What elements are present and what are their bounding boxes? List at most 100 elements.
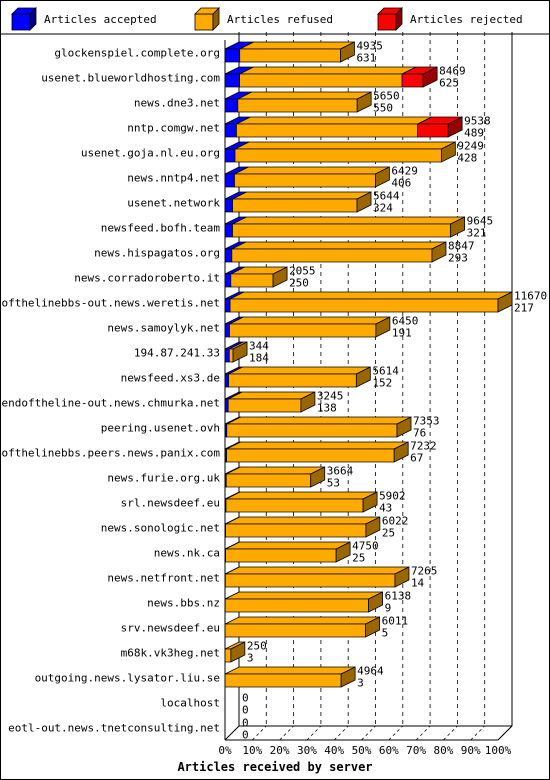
bar-top bbox=[232, 191, 372, 200]
bar-top bbox=[237, 91, 372, 100]
bar-front bbox=[224, 298, 231, 313]
bar-front bbox=[229, 298, 499, 313]
legend-item-1: Articles accepted bbox=[11, 7, 157, 31]
accepted-label: 217 bbox=[514, 302, 534, 315]
total-label: 8469 bbox=[439, 65, 466, 78]
bar-refused bbox=[232, 216, 465, 238]
x-axis-title: Articles received by server bbox=[177, 760, 372, 774]
bar-rejected bbox=[401, 66, 438, 88]
bar-front bbox=[236, 123, 419, 138]
bar-refused bbox=[224, 666, 356, 688]
legend-swatch bbox=[11, 13, 31, 31]
category-label: usenet.network bbox=[127, 197, 220, 210]
bar-front bbox=[225, 498, 364, 513]
bar-accepted bbox=[224, 216, 247, 238]
category-label: srv.newsdeef.eu bbox=[121, 622, 220, 635]
bar-refused bbox=[227, 391, 316, 413]
category-label: eotl-out.news.tnetconsulting.net bbox=[8, 722, 220, 735]
total-label: 0 bbox=[242, 717, 249, 730]
bar-top bbox=[229, 316, 391, 325]
category-label: usenet.goja.nl.eu.org bbox=[81, 147, 220, 160]
bar-side bbox=[396, 416, 412, 438]
total-label: 3245 bbox=[317, 390, 344, 403]
bar-side bbox=[335, 541, 351, 563]
x-tick-label: 70% bbox=[406, 744, 426, 757]
bar-refused bbox=[224, 591, 383, 613]
bar-side bbox=[368, 591, 383, 613]
category-label: endofthelinebbs-out.news.weretis.net bbox=[0, 297, 220, 310]
bar-front bbox=[224, 223, 233, 238]
accepted-label: 3 bbox=[357, 677, 364, 690]
accepted-label: 489 bbox=[464, 127, 484, 140]
bar-front bbox=[232, 198, 358, 213]
bar-refused bbox=[230, 266, 288, 288]
category-label: peering.usenet.ovh bbox=[101, 422, 220, 435]
bar-front bbox=[226, 423, 398, 438]
total-label: 9645 bbox=[467, 215, 494, 228]
legend-label: Articles accepted bbox=[44, 13, 157, 26]
bar-refused bbox=[225, 516, 381, 538]
accepted-label: 25 bbox=[382, 527, 395, 540]
bar-refused bbox=[232, 191, 372, 213]
total-label: 6450 bbox=[392, 315, 419, 328]
category-label: news.nntp4.net bbox=[127, 172, 220, 185]
bar-top bbox=[224, 666, 356, 675]
total-label: 0 bbox=[242, 692, 249, 705]
bar-front bbox=[224, 273, 232, 288]
total-label: 8847 bbox=[448, 240, 475, 253]
x-tick-depth bbox=[306, 725, 322, 741]
category-label: news.dne3.net bbox=[134, 97, 220, 110]
bar-side bbox=[422, 66, 438, 88]
bar-front bbox=[239, 73, 403, 88]
bar-refused bbox=[224, 616, 380, 638]
bar-side bbox=[447, 116, 463, 138]
accepted-label: 76 bbox=[413, 427, 426, 440]
bar-side bbox=[340, 666, 356, 688]
accepted-label: 138 bbox=[317, 402, 337, 415]
bar-side bbox=[431, 241, 447, 263]
accepted-label: 250 bbox=[289, 277, 309, 290]
category-label: news.sonologic.net bbox=[101, 522, 220, 535]
bar-front bbox=[224, 598, 369, 613]
bar-front bbox=[224, 148, 236, 163]
bar-refused bbox=[236, 116, 432, 138]
bar-side bbox=[356, 191, 372, 213]
accepted-label: 14 bbox=[411, 577, 425, 590]
bar-side bbox=[497, 291, 513, 313]
legend-label: Articles rejected bbox=[410, 13, 523, 26]
bar-top bbox=[226, 441, 409, 450]
category-label: news.nk.ca bbox=[154, 547, 220, 560]
accepted-label: 321 bbox=[467, 227, 487, 240]
bar-front bbox=[231, 248, 433, 263]
total-label: 7232 bbox=[410, 440, 437, 453]
total-label: 2055 bbox=[289, 265, 316, 278]
bar-front bbox=[224, 173, 235, 188]
bar-top bbox=[225, 516, 381, 525]
bar-front bbox=[224, 73, 240, 88]
total-label: 5644 bbox=[373, 190, 400, 203]
bar-top bbox=[239, 66, 417, 75]
bar-front bbox=[228, 373, 357, 388]
accepted-label: 184 bbox=[249, 352, 269, 365]
bar-side bbox=[355, 366, 371, 388]
bar-refused bbox=[237, 91, 372, 113]
category-label: nntp.comgw.net bbox=[127, 122, 220, 135]
total-label: 4750 bbox=[352, 540, 379, 553]
accepted-label: 406 bbox=[391, 177, 411, 190]
bar-side bbox=[300, 391, 316, 413]
bar-refused bbox=[231, 241, 447, 263]
bar-front bbox=[401, 73, 424, 88]
x-tick-label: 10% bbox=[242, 744, 262, 757]
legend-swatch-side bbox=[212, 7, 220, 31]
bar-front bbox=[225, 473, 312, 488]
x-tick-label: 30% bbox=[297, 744, 317, 757]
accepted-label: 43 bbox=[379, 502, 392, 515]
bar-top bbox=[225, 566, 410, 575]
bar-refused bbox=[234, 166, 390, 188]
x-tick-label: 50% bbox=[352, 744, 372, 757]
bar-side bbox=[374, 166, 390, 188]
bar-front bbox=[232, 223, 451, 238]
bar-top bbox=[232, 216, 465, 225]
bar-side bbox=[340, 41, 355, 63]
